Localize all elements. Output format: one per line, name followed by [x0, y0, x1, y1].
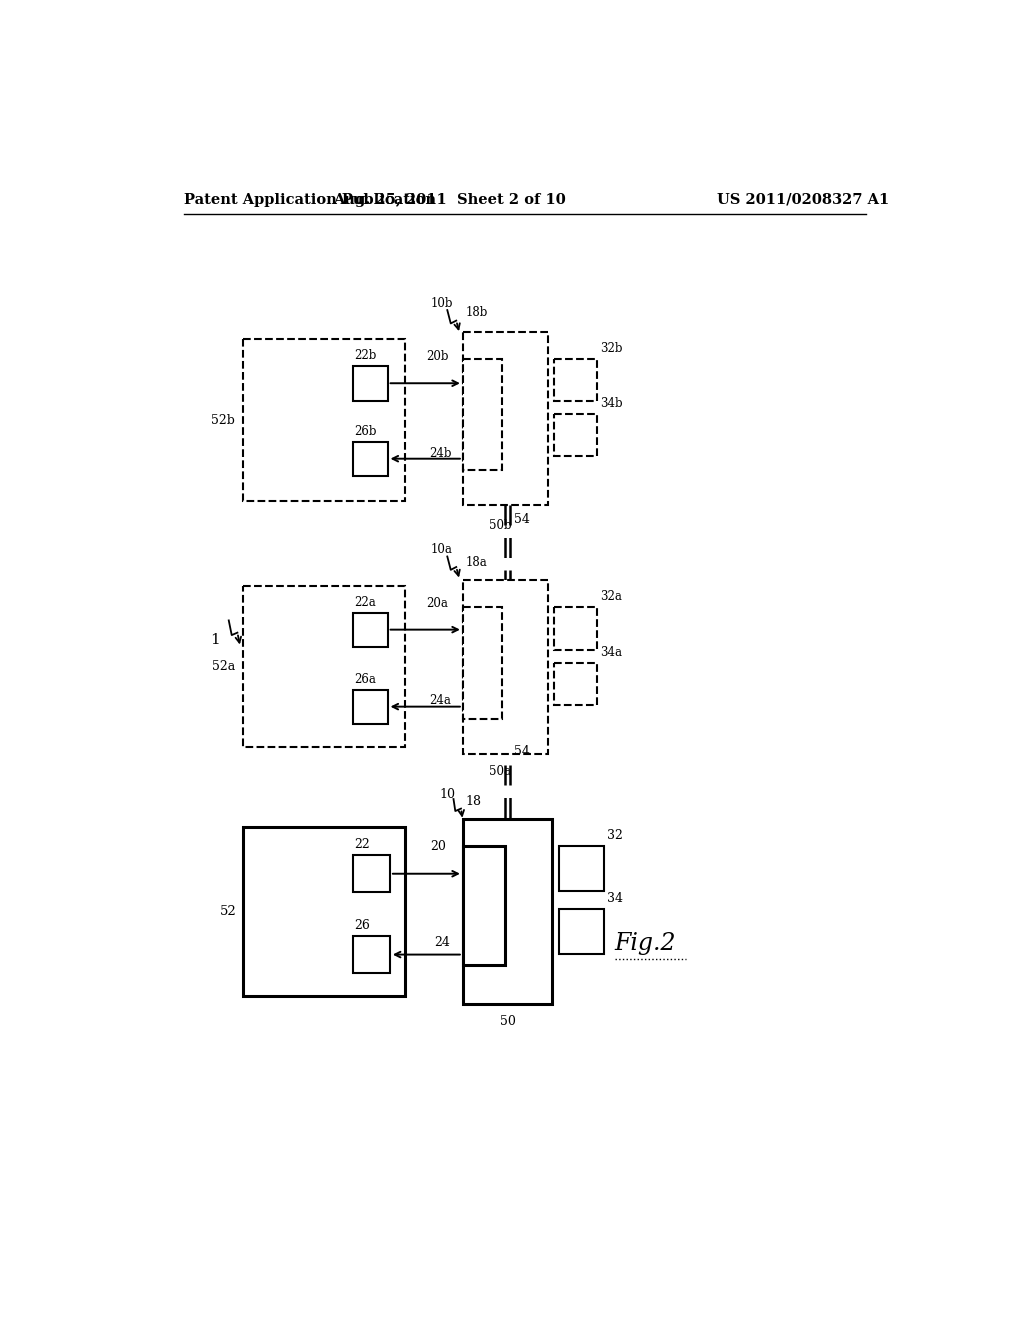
Text: 50: 50 — [500, 1015, 516, 1028]
Bar — [463, 846, 506, 965]
Text: 54: 54 — [514, 512, 529, 525]
Text: 18b: 18b — [466, 306, 488, 319]
Text: Patent Application Publication: Patent Application Publication — [183, 193, 436, 207]
Text: US 2011/0208327 A1: US 2011/0208327 A1 — [717, 193, 889, 207]
Bar — [243, 339, 406, 502]
Text: 20a: 20a — [426, 597, 449, 610]
Text: 10b: 10b — [430, 297, 453, 310]
Text: 20: 20 — [430, 840, 446, 853]
Text: 34: 34 — [607, 892, 623, 906]
Text: 20b: 20b — [426, 350, 449, 363]
Text: 32a: 32a — [600, 590, 622, 603]
Text: Fig.2: Fig.2 — [614, 932, 676, 956]
Bar — [554, 414, 597, 457]
Text: 18: 18 — [466, 795, 482, 808]
Bar — [463, 359, 502, 470]
Bar — [243, 826, 406, 997]
Bar — [559, 846, 604, 891]
Text: 34b: 34b — [600, 397, 623, 411]
Bar — [554, 663, 597, 705]
Text: 54: 54 — [514, 744, 529, 758]
Bar — [554, 607, 597, 649]
Bar — [463, 581, 548, 754]
Text: 24: 24 — [434, 936, 450, 949]
Text: 26a: 26a — [354, 673, 376, 686]
Text: 52a: 52a — [212, 660, 234, 673]
Text: 34a: 34a — [600, 645, 622, 659]
Text: Aug. 25, 2011  Sheet 2 of 10: Aug. 25, 2011 Sheet 2 of 10 — [333, 193, 566, 207]
Text: 18a: 18a — [466, 556, 487, 569]
Text: 10a: 10a — [430, 544, 453, 557]
Bar — [463, 818, 552, 1003]
Bar — [352, 689, 388, 725]
Text: 32: 32 — [607, 829, 623, 842]
Text: 52: 52 — [220, 906, 237, 917]
Bar — [352, 936, 390, 973]
Bar — [243, 586, 406, 747]
Text: 1: 1 — [210, 632, 219, 647]
Text: 22a: 22a — [354, 595, 376, 609]
Text: 52b: 52b — [211, 413, 234, 426]
Text: 26: 26 — [354, 919, 370, 932]
Text: 50a: 50a — [489, 766, 511, 779]
Text: 22b: 22b — [354, 350, 377, 363]
Text: 32b: 32b — [600, 342, 623, 355]
Text: 26b: 26b — [354, 425, 377, 438]
Bar — [554, 359, 597, 401]
Text: 50b: 50b — [488, 519, 511, 532]
Text: 24b: 24b — [429, 447, 452, 461]
Text: 22: 22 — [354, 838, 370, 851]
Text: 24a: 24a — [429, 693, 451, 706]
Bar — [352, 855, 390, 892]
Bar — [352, 442, 388, 477]
Bar — [463, 607, 502, 719]
Bar — [463, 331, 548, 506]
Bar — [352, 367, 388, 401]
Bar — [559, 909, 604, 954]
Text: 10: 10 — [439, 788, 456, 800]
Bar — [352, 612, 388, 647]
